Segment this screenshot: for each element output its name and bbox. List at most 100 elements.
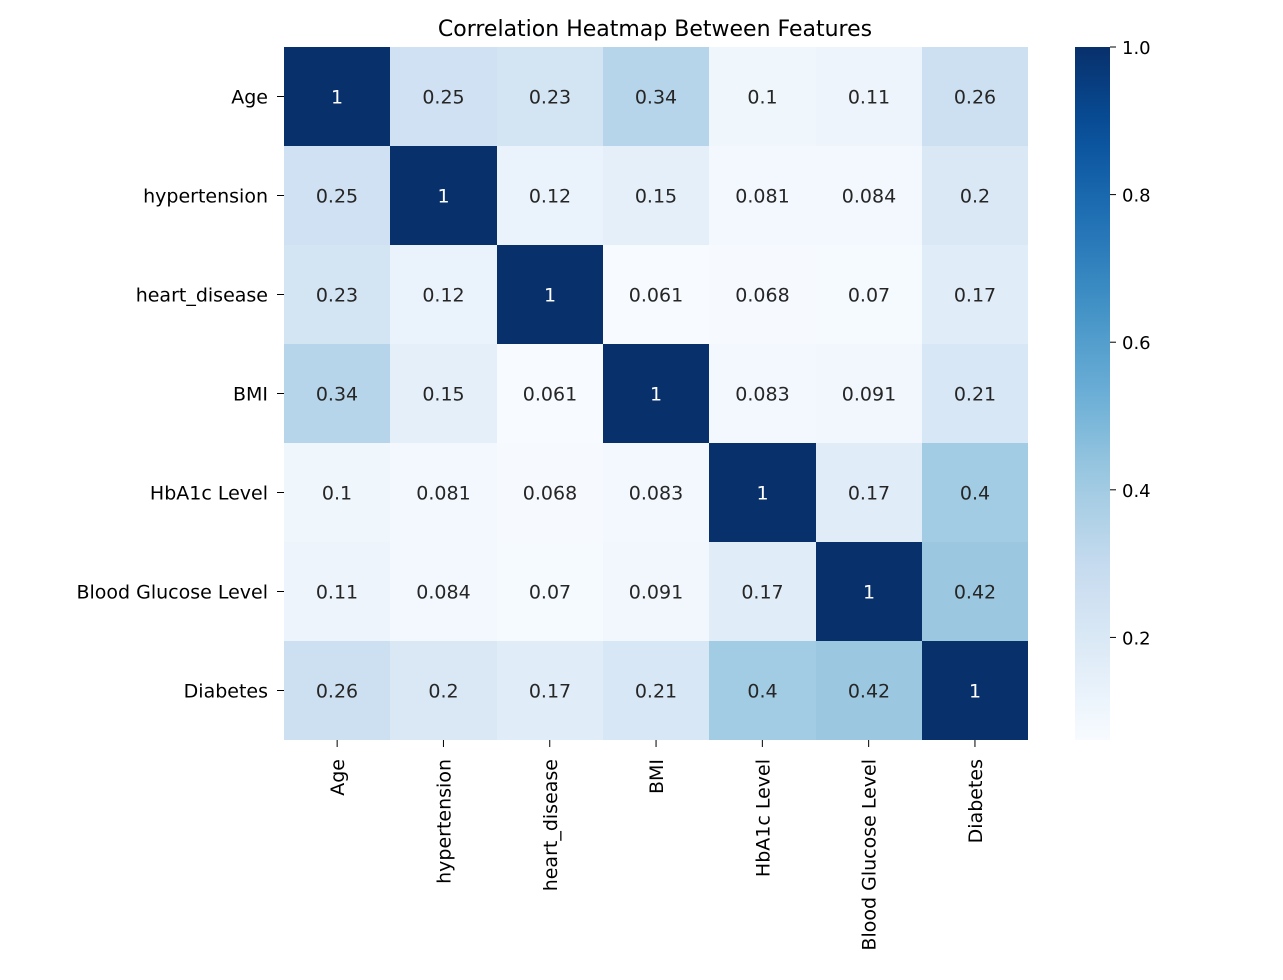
heatmap-cell [284, 641, 390, 740]
cell-value-label: 0.11 [316, 582, 358, 604]
cell-value-label: 0.12 [422, 285, 464, 307]
cell-value-label: 0.1 [322, 483, 352, 505]
heatmap-cell [603, 641, 709, 740]
cell-value-label: 0.091 [842, 384, 896, 406]
heatmap-cell [922, 47, 1028, 146]
heatmap-cell [816, 47, 922, 146]
heatmap-cell [284, 245, 390, 344]
heatmap-cell [497, 146, 603, 245]
cell-value-label: 0.23 [529, 87, 571, 109]
chart-title: Correlation Heatmap Between Features [438, 17, 872, 42]
heatmap-cell [284, 47, 390, 146]
heatmap-cell [922, 344, 1028, 443]
cell-value-label: 0.17 [954, 285, 996, 307]
cell-value-label: 1 [756, 483, 768, 505]
cell-value-label: 0.061 [523, 384, 577, 406]
heatmap-cell [497, 245, 603, 344]
colorbar-tick-label: 0.6 [1122, 333, 1151, 354]
heatmap-cell [816, 146, 922, 245]
heatmap-cell [709, 443, 816, 542]
x-tick-label: BMI [646, 759, 668, 794]
cell-value-label: 0.07 [848, 285, 890, 307]
heatmap-cell [497, 344, 603, 443]
heatmap-cell [922, 542, 1028, 641]
cell-value-label: 0.2 [960, 186, 990, 208]
heatmap-cell [922, 146, 1028, 245]
heatmap-cell [709, 47, 816, 146]
cell-value-label: 1 [437, 186, 449, 208]
cell-value-label: 0.11 [848, 87, 890, 109]
heatmap-cell [709, 245, 816, 344]
cell-value-label: 0.07 [529, 582, 571, 604]
y-tick-label: BMI [233, 384, 268, 406]
x-tick-label: HbA1c Level [752, 759, 774, 877]
colorbar-tick-label: 0.2 [1122, 628, 1151, 649]
cell-value-label: 1 [331, 87, 343, 109]
cell-value-label: 0.21 [635, 681, 677, 703]
y-tick-label: Blood Glucose Level [76, 582, 268, 604]
colorbar: 0.2 0.4 0.6 0.8 1.0 [1075, 38, 1151, 740]
heatmap-cell [390, 344, 497, 443]
cell-value-label: 0.34 [316, 384, 358, 406]
heatmap-cell [709, 641, 816, 740]
cell-value-label: 0.25 [422, 87, 464, 109]
heatmap-cell [497, 641, 603, 740]
x-axis: Age hypertension heart_disease BMI HbA1c Lev… [327, 740, 987, 951]
x-tick-label: hypertension [433, 759, 455, 884]
y-tick-label: Diabetes [184, 681, 268, 703]
heatmap-cell [284, 542, 390, 641]
heatmap-cell [603, 146, 709, 245]
x-tick-label: Blood Glucose Level [859, 759, 881, 951]
cell-value-label: 1 [544, 285, 556, 307]
heatmap-cell [497, 542, 603, 641]
cell-value-label: 0.084 [416, 582, 470, 604]
heatmap-cell [603, 344, 709, 443]
cell-value-label: 0.083 [629, 483, 683, 505]
y-axis: Age hypertension heart_disease BMI HbA1c Lev… [76, 87, 284, 703]
heatmap-cell [497, 443, 603, 542]
heatmap-cells: 1 0.25 0.23 0.34 0.1 0.11 0.26 0.25 1 0.12 0.15 0.0… [284, 47, 1028, 740]
cell-value-label: 0.2 [428, 681, 458, 703]
x-tick-label: heart_disease [540, 759, 562, 891]
cell-value-label: 0.23 [316, 285, 358, 307]
heatmap-cell [816, 542, 922, 641]
heatmap-cell [922, 641, 1028, 740]
cell-value-label: 0.25 [316, 186, 358, 208]
heatmap-cell [709, 344, 816, 443]
heatmap-cell [284, 344, 390, 443]
cell-value-label: 0.26 [316, 681, 358, 703]
cell-value-label: 1 [969, 681, 981, 703]
heatmap-cell [390, 245, 497, 344]
cell-value-label: 0.12 [529, 186, 571, 208]
x-tick-label: Age [327, 759, 349, 796]
heatmap-cell [390, 146, 497, 245]
heatmap-cell [709, 542, 816, 641]
heatmap-cell [816, 245, 922, 344]
heatmap-cell [390, 47, 497, 146]
colorbar-tick-label: 0.4 [1122, 481, 1151, 502]
heatmap-cell [284, 146, 390, 245]
y-tick-label: Age [231, 87, 268, 109]
y-tick-label: hypertension [143, 186, 268, 208]
cell-value-label: 0.15 [422, 384, 464, 406]
heatmap-cell [390, 443, 497, 542]
y-tick-label: HbA1c Level [150, 483, 268, 505]
cell-value-label: 0.4 [747, 681, 777, 703]
cell-value-label: 0.34 [635, 87, 677, 109]
cell-value-label: 0.068 [523, 483, 577, 505]
heatmap-cell [390, 542, 497, 641]
cell-value-label: 0.15 [635, 186, 677, 208]
colorbar-tick-label: 0.8 [1122, 186, 1151, 207]
heatmap-cell [816, 443, 922, 542]
cell-value-label: 1 [650, 384, 662, 406]
colorbar-tick-label: 1.0 [1122, 38, 1151, 59]
y-tick-label: heart_disease [136, 285, 268, 307]
cell-value-label: 0.083 [735, 384, 789, 406]
x-tick-label: Diabetes [965, 759, 987, 843]
cell-value-label: 0.42 [848, 681, 890, 703]
heatmap-cell [922, 245, 1028, 344]
cell-value-label: 0.17 [529, 681, 571, 703]
heatmap-cell [816, 641, 922, 740]
